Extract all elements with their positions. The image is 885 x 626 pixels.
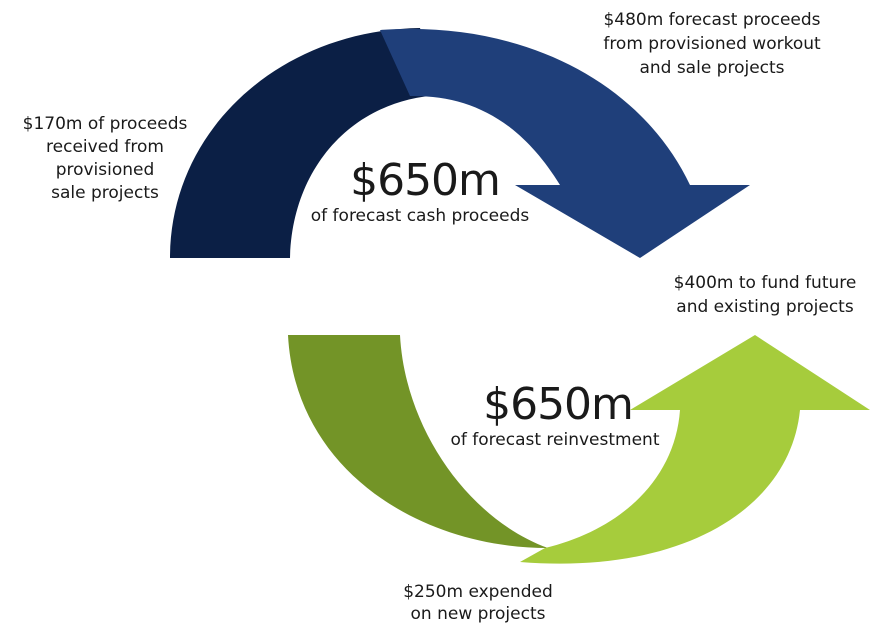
label-forecast-proceeds: $480m forecast proceeds from provisioned… (603, 10, 821, 78)
label-line: $400m to fund future (674, 273, 857, 293)
label-line: and sale projects (639, 58, 784, 78)
center-amount: $650m (483, 379, 633, 430)
label-line: from provisioned workout (603, 34, 821, 54)
center-caption: of forecast reinvestment (450, 430, 659, 450)
label-line: received from (46, 137, 164, 157)
label-line: $480m forecast proceeds (603, 10, 820, 30)
label-line: sale projects (51, 183, 159, 203)
label-line: on new projects (411, 604, 546, 624)
center-amount: $650m (350, 155, 500, 206)
center-caption: of forecast cash proceeds (311, 206, 530, 226)
proceeds-received-arc (170, 28, 440, 258)
label-fund-future: $400m to fund future and existing projec… (674, 273, 857, 317)
expended-arc (288, 335, 548, 548)
label-line: and existing projects (676, 297, 854, 317)
label-expended: $250m expended on new projects (403, 582, 553, 624)
label-line: $170m of proceeds (23, 114, 188, 134)
label-line: provisioned (56, 160, 155, 180)
label-line: $250m expended (403, 582, 553, 602)
fund-future-arrow (520, 335, 870, 564)
label-proceeds-received: $170m of proceeds received from provisio… (23, 114, 188, 203)
forecast-proceeds-arrow (380, 28, 750, 258)
